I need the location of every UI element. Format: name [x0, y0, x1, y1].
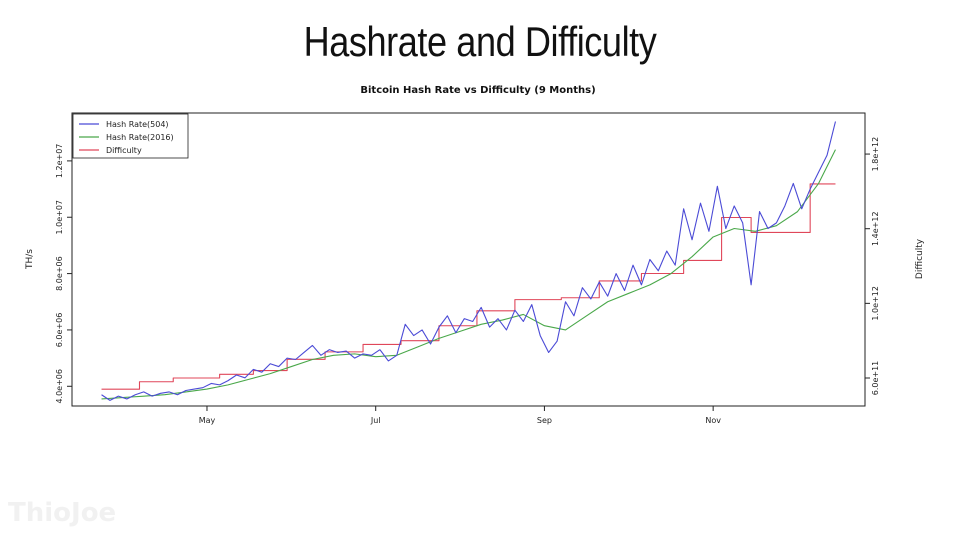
- y-axis-label: TH/s: [25, 249, 35, 270]
- y-tick-label-0: 4.0e+06: [55, 369, 64, 404]
- chart-title: Bitcoin Hash Rate vs Difficulty (9 Month…: [360, 85, 595, 96]
- x-tick-label-1: Jul: [370, 416, 381, 425]
- y2-tick-label-3: 1.8e+12: [871, 137, 880, 172]
- series-line-difficulty: [101, 183, 836, 390]
- y2-tick-label-2: 1.4e+12: [871, 211, 880, 246]
- slide-title: Hashrate and Difficulty: [303, 18, 657, 65]
- legend-box: [72, 113, 189, 159]
- plot-frame: [71, 112, 866, 407]
- series-line-hash-rate-2016: [101, 149, 836, 400]
- y-tick-label-4: 1.2e+07: [55, 144, 64, 179]
- y-tick-label-3: 1.0e+07: [55, 200, 64, 235]
- y-tick-label-2: 8.0e+06: [55, 256, 64, 291]
- legend-label-2: Difficulty: [106, 146, 142, 155]
- series-layer: [101, 121, 837, 401]
- x-tick-label-3: Nov: [705, 416, 721, 425]
- x-tick-label-2: Sep: [537, 416, 552, 425]
- axes-layer: May Jul Sep Nov 4.0e+06 6.0e+06 8.0e+06 1.0e+07…: [55, 137, 880, 425]
- y2-axis-label: Difficulty: [915, 238, 925, 279]
- x-tick-label-0: May: [199, 416, 216, 425]
- legend-label-0: Hash Rate(504): [106, 120, 169, 129]
- series-line-hash-rate-504: [101, 121, 837, 401]
- y-tick-label-1: 6.0e+06: [55, 313, 64, 348]
- y2-tick-label-1: 1.0e+12: [871, 286, 880, 321]
- y2-tick-label-0: 6.0e+11: [871, 361, 880, 396]
- legend-label-1: Hash Rate(2016): [106, 133, 174, 142]
- watermark-logo: ThioJoe: [8, 498, 117, 528]
- legend: Hash Rate(504) Hash Rate(2016) Difficulty: [72, 113, 189, 159]
